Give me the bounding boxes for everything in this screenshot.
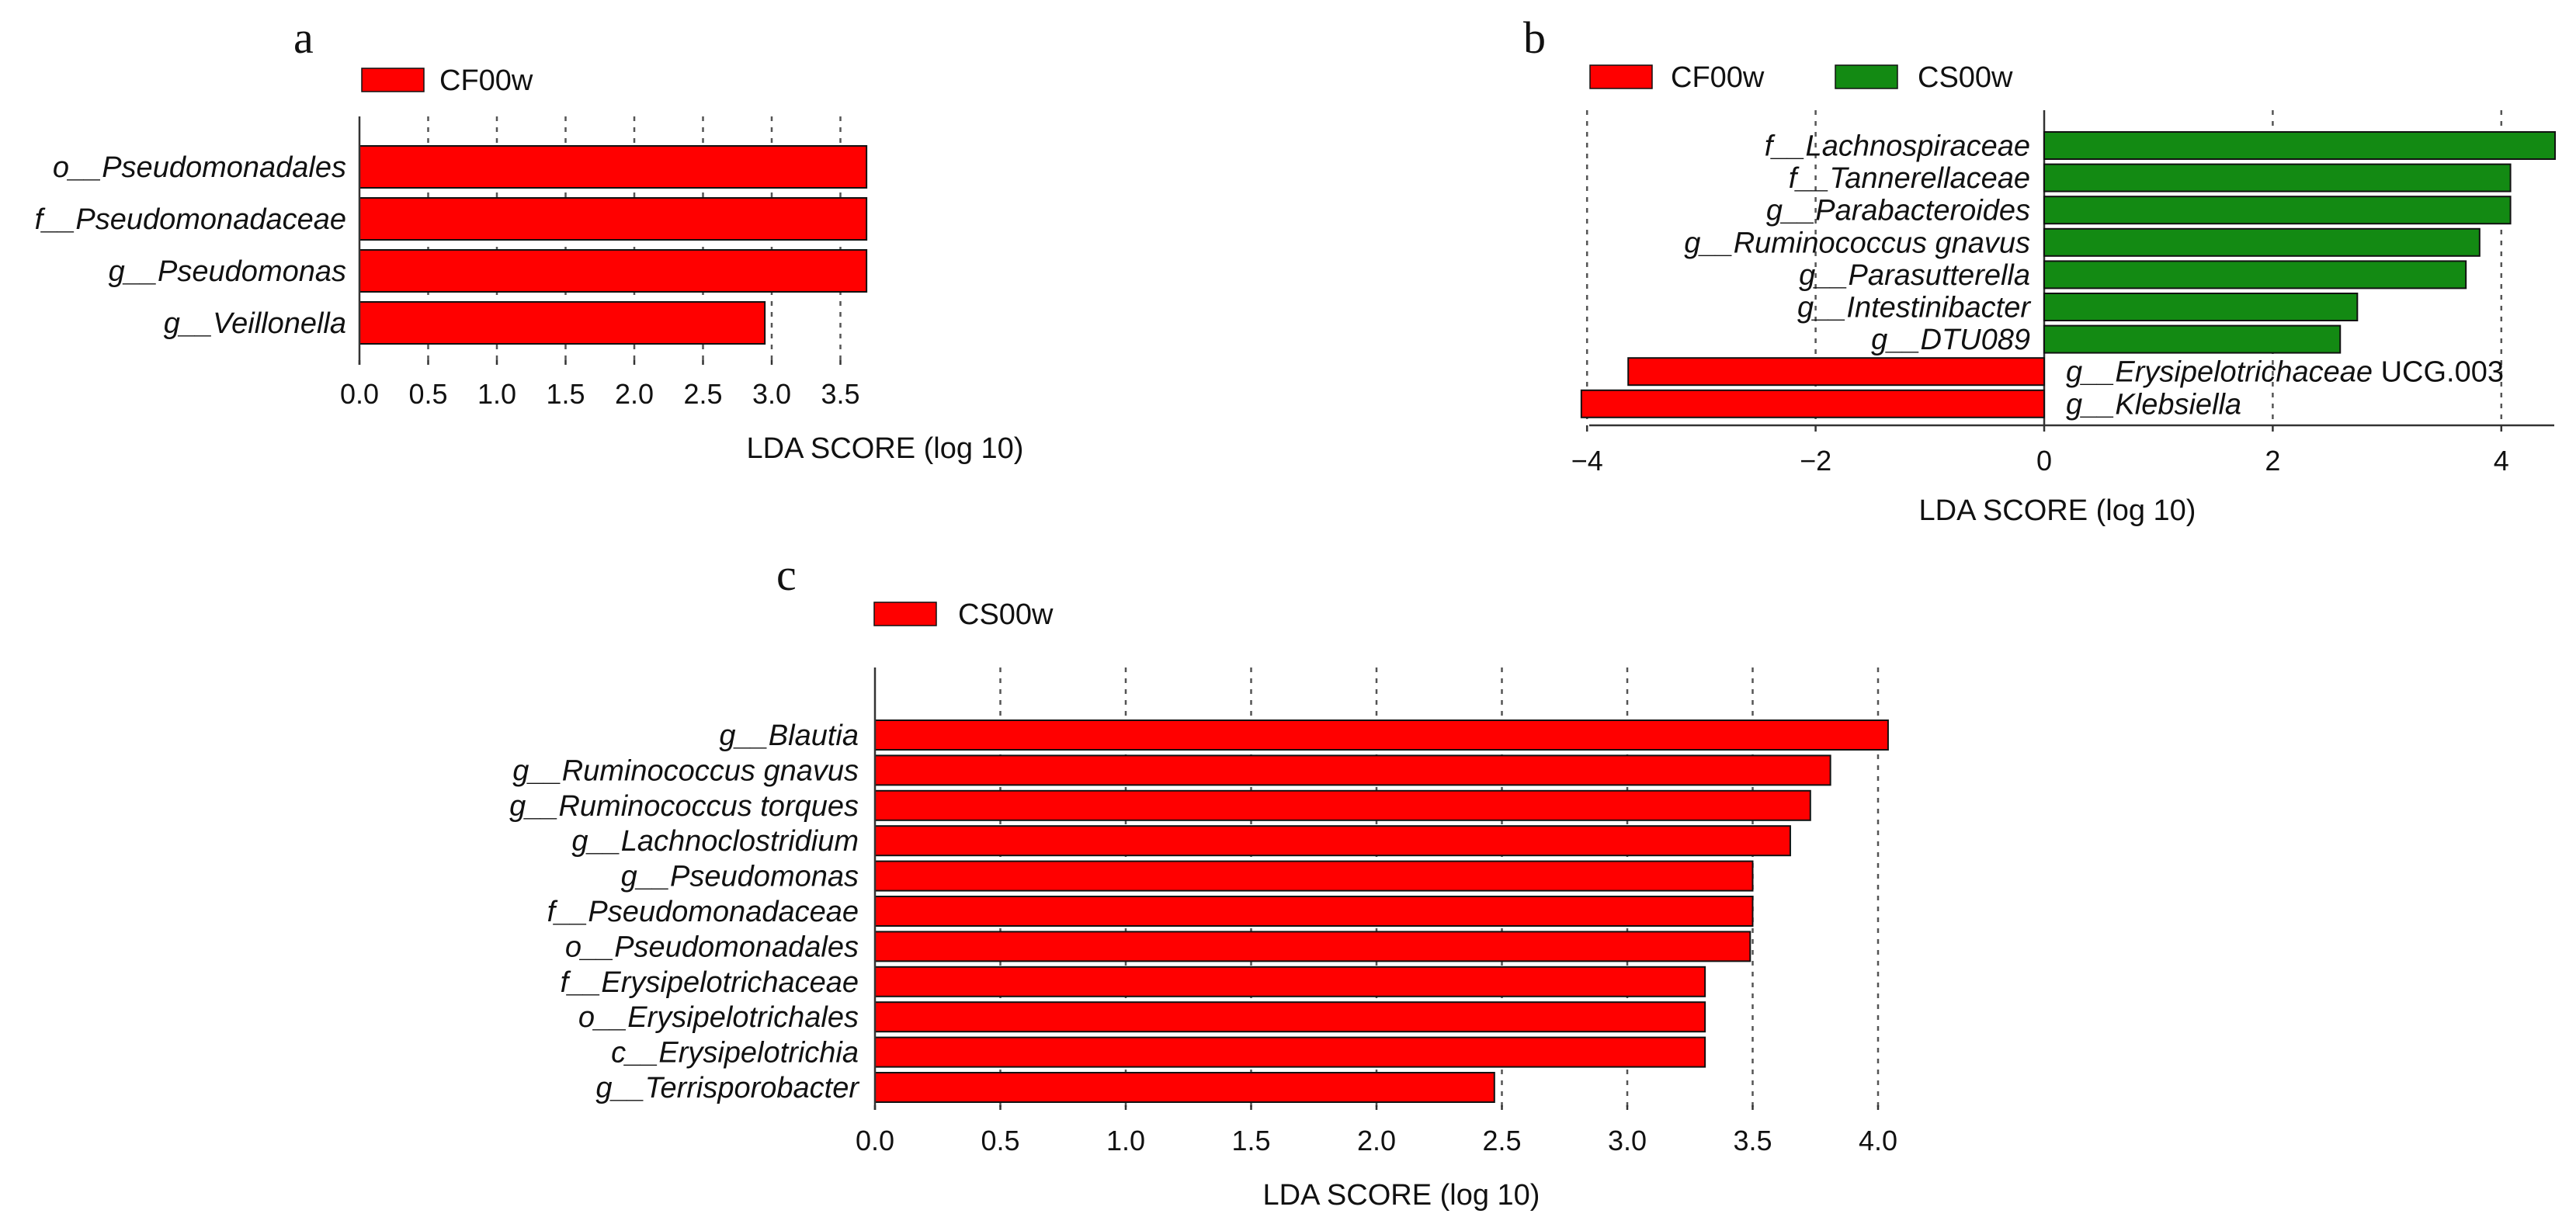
panel-c-category-label: g__Lachnoclostridium [571,825,859,858]
panel-a-category-label: g__Pseudomonas [109,255,346,288]
panel-a-bar [359,145,868,189]
panel-a-category-label: g__Veillonella [164,307,346,340]
panel-c-x-ticks: 0.0 0.5 1.0 1.5 2.0 2.5 3.0 3.5 4.0 [856,1125,1897,1156]
panel-a-category-label: f__Pseudomonadaceae [35,203,346,236]
panel-b-tick: 4 [2494,445,2509,477]
panel-b-category-label: g__Intestinibacter [1797,292,2031,324]
panel-c-bar [874,789,1811,821]
panel-a-letter: a [293,12,314,63]
panel-b-category-label: f__Tannerellaceae [1789,162,2030,195]
panel-a-x-axis-label: LDA SCORE (log 10) [747,432,1024,465]
panel-c-category-label: g__Blautia [719,719,859,752]
panel-a-bar [359,197,868,241]
panel-c-tick: 0.0 [856,1125,894,1156]
panel-b-category-label: g__Parasutterella [1799,259,2030,292]
panel-b-bar [2043,131,2556,160]
panel-c-bar [874,1001,1706,1033]
panel-a-tick: 0.5 [408,378,447,410]
panel-c-bar [874,966,1706,997]
panel-c-category-label: g__Terrisporobacter [595,1072,859,1104]
panel-b: b CF00w CS00w f__Lachnospiraceaef__Tanne… [1523,12,2556,527]
panel-a-tick: 2.5 [683,378,722,410]
panel-c-tick: 3.0 [1608,1125,1647,1156]
panel-b-category-label: g__Erysipelotrichaceae UCG.003 [2066,356,2504,389]
panel-a: a CF00w o__Pseudomonadales f__Pseudomonad… [35,12,1024,465]
panel-b-bar [2043,293,2359,321]
panel-b-category-label: g__Klebsiella [2066,388,2241,421]
panel-a-bar [359,301,766,345]
panel-c-tick: 0.5 [981,1125,1019,1156]
panel-b-tick: −2 [1800,445,1831,477]
panel-c-tick: 1.5 [1231,1125,1270,1156]
panel-c-tick: 2.0 [1357,1125,1396,1156]
panel-c-legend: CS00w [873,598,1054,631]
panel-b-bar [2043,196,2512,225]
panel-a-legend-swatch-0 [361,68,425,92]
panel-c-bar [874,754,1831,786]
panel-b-bar [2043,324,2342,354]
panel-c-bar [874,896,1754,927]
panel-b-legend: CF00w CS00w [1589,61,2013,94]
panel-c-category-label: f__Pseudomonadaceae [547,896,859,928]
panel-c-bar [874,719,1889,751]
panel-c-x-axis-label: LDA SCORE (log 10) [1263,1179,1540,1212]
panel-b-tick: 2 [2265,445,2280,477]
panel-c-category-label: c__Erysipelotrichia [611,1037,859,1070]
panel-c-legend-swatch-0 [873,602,937,626]
panel-b-bar [2043,163,2512,192]
panel-b-category-label: g__DTU089 [1871,324,2030,356]
panel-b-bars [1580,131,2556,418]
panel-c-bar [874,931,1751,962]
panel-b-bar [2043,227,2481,257]
panel-a-tick: 0.0 [340,378,379,410]
panel-c-letter: c [776,550,797,600]
panel-c-bar [874,1072,1495,1103]
panel-b-x-axis-label: LDA SCORE (log 10) [1919,494,2196,527]
panel-b-tick: −4 [1571,445,1603,477]
panel-b-bar [1627,357,2045,387]
panel-b-category-label: g__Ruminococcus gnavus [1684,227,2030,259]
panel-c-tick: 2.5 [1482,1125,1521,1156]
panel-b-category-label: g__Parabacteroides [1766,195,2030,227]
panel-a-tick: 3.0 [752,378,791,410]
panel-a-x-ticks: 0.0 0.5 1.0 1.5 2.0 2.5 3.0 3.5 [340,378,860,410]
panel-c-tick: 1.0 [1106,1125,1145,1156]
panel-b-legend-label-0: CF00w [1671,61,1765,94]
panel-b-letter: b [1523,12,1546,63]
panel-c-category-label: o__Erysipelotrichales [578,1001,859,1034]
panel-a-tick: 1.0 [477,378,516,410]
panel-b-legend-swatch-0 [1589,64,1653,89]
panel-c-category-label: o__Pseudomonadales [565,931,859,963]
panel-b-legend-label-1: CS00w [1918,61,2013,94]
panel-b-category-labels: f__Lachnospiraceaef__Tannerellaceaeg__Pa… [1684,130,2504,421]
panel-b-bar [1580,389,2045,418]
panel-b-category-label: f__Lachnospiraceae [1765,130,2030,163]
panel-c-bar [874,860,1754,892]
panel-b-tick: 0 [2036,445,2052,477]
panel-c-legend-label-0: CS00w [958,598,1054,631]
panel-b-legend-swatch-1 [1835,64,1898,89]
panel-c-category-label: g__Pseudomonas [621,861,859,893]
panel-c-tick: 4.0 [1859,1125,1897,1156]
panel-a-tick: 3.5 [821,378,859,410]
panel-a-legend-label-0: CF00w [439,64,533,97]
panel-a-legend: CF00w [361,64,533,97]
panel-c-category-label: f__Erysipelotrichaceae [561,966,859,999]
panel-c-category-label: g__Ruminococcus gnavus [512,754,859,787]
panel-c-category-label: g__Ruminococcus torques [509,790,859,823]
panel-c-bar [874,1036,1706,1068]
panel-c-tick: 3.5 [1733,1125,1772,1156]
panel-a-tick: 2.0 [615,378,654,410]
panel-a-tick: 1.5 [546,378,585,410]
panel-a-bar [359,249,868,293]
panel-a-category-label: o__Pseudomonadales [53,151,346,184]
panel-c-bar [874,825,1791,857]
panel-b-x-ticks: −4 −2 0 2 4 [1571,445,2509,477]
panel-a-bars: o__Pseudomonadales f__Pseudomonadaceae g__… [35,145,868,345]
panel-b-bar [2043,260,2467,290]
